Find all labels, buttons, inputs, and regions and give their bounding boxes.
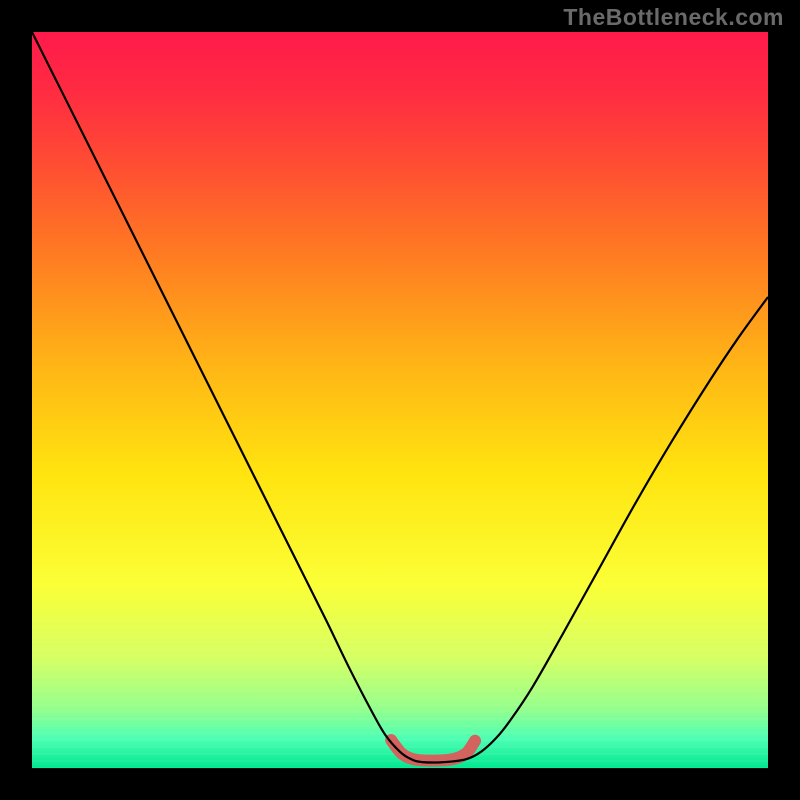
bottleneck-chart: [0, 0, 800, 800]
canvas-border: TheBottleneck.com: [0, 0, 800, 800]
plot-background: [32, 32, 768, 768]
brand-text: TheBottleneck.com: [563, 4, 784, 31]
